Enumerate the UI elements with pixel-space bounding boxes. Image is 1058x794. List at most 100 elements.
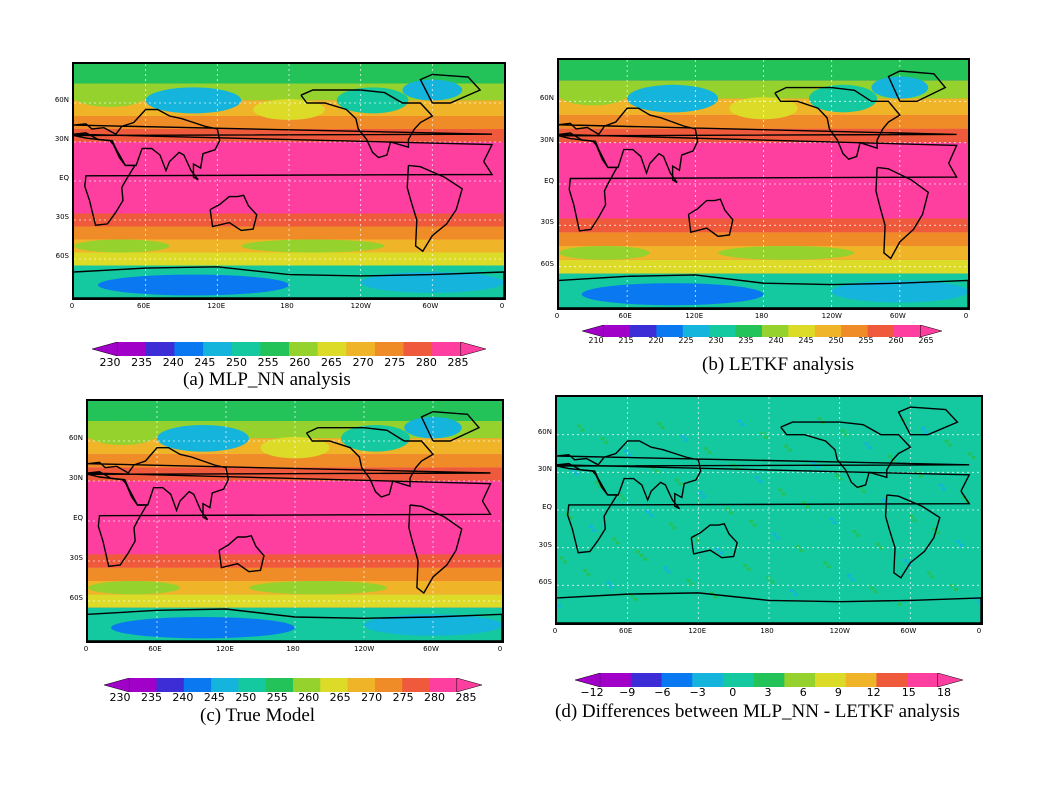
colorbar-tick-label: 230 xyxy=(708,336,724,345)
difference-cell xyxy=(920,427,925,431)
difference-cell xyxy=(778,488,783,492)
difference-cell xyxy=(598,484,603,488)
difference-cell xyxy=(850,577,855,581)
difference-cell xyxy=(574,472,579,476)
difference-cell xyxy=(793,592,798,596)
colorbar-swatch xyxy=(630,325,657,337)
colorbar-swatch xyxy=(432,342,462,356)
lat-label: EQ xyxy=(544,177,554,185)
colorbar-swatch xyxy=(156,678,185,692)
difference-cell xyxy=(737,419,742,423)
colorbar-swatch xyxy=(876,673,908,687)
difference-cell xyxy=(826,565,831,569)
colorbar-swatch xyxy=(174,342,204,356)
lat-label: EQ xyxy=(73,514,83,522)
lon-label: 60E xyxy=(136,302,151,310)
difference-cell xyxy=(856,533,861,537)
difference-cell xyxy=(760,432,765,436)
difference-cell xyxy=(571,468,576,472)
colorbar-swatch xyxy=(753,673,785,687)
difference-cell xyxy=(582,569,587,573)
difference-cell xyxy=(781,492,786,496)
lon-label: 180 xyxy=(280,302,294,310)
difference-cell xyxy=(858,486,863,490)
difference-cell xyxy=(770,580,775,584)
coastline-1 xyxy=(557,462,971,554)
coastline-0 xyxy=(74,108,493,181)
difference-cell xyxy=(811,461,816,465)
difference-cell xyxy=(909,515,914,519)
colorbar-swatch xyxy=(907,673,939,687)
difference-cell xyxy=(796,545,801,549)
difference-cell xyxy=(772,532,777,536)
caption-b: (b) LETKF analysis xyxy=(702,354,854,375)
colorbar-swatch xyxy=(722,673,755,687)
difference-cell xyxy=(716,547,720,551)
lon-label: 180 xyxy=(286,645,300,653)
temperature-anomaly-patch xyxy=(241,239,385,253)
difference-cell xyxy=(728,511,733,515)
lon-label: 0 xyxy=(976,627,982,635)
difference-cell xyxy=(787,448,792,452)
colorbar-tick-label: 265 xyxy=(320,356,342,369)
difference-cell xyxy=(962,496,967,500)
difference-cell xyxy=(832,521,837,525)
difference-cell xyxy=(740,423,745,427)
lon-label: 60W xyxy=(900,627,917,635)
difference-cell xyxy=(588,525,593,529)
colorbar-left-arrow xyxy=(581,324,604,338)
coastline-5 xyxy=(897,406,959,436)
colorbar-swatch xyxy=(347,678,376,692)
difference-cell xyxy=(657,422,662,426)
difference-cell xyxy=(926,571,931,575)
colorbar-tick-label: 275 xyxy=(392,691,414,704)
colorbar-tick-label: 260 xyxy=(888,336,904,345)
coastline-4 xyxy=(408,504,463,595)
difference-cell xyxy=(752,523,757,527)
lon-label: 60E xyxy=(618,312,632,320)
difference-cell xyxy=(660,425,665,429)
colorbar-swatch xyxy=(603,325,631,337)
colorbar-tick-label: 235 xyxy=(738,336,754,345)
colorbar-tick-label: 6 xyxy=(799,686,807,699)
difference-cell xyxy=(790,589,795,593)
difference-cell xyxy=(936,531,941,535)
difference-cell xyxy=(559,556,564,560)
difference-cell xyxy=(748,520,753,524)
lon-label: 120E xyxy=(688,627,707,635)
colorbar-tick-label: 240 xyxy=(768,336,784,345)
difference-cell xyxy=(654,469,659,473)
colorbar-tick-label: 260 xyxy=(289,356,311,369)
colorbar-tick-label: 3 xyxy=(764,686,772,699)
colorbar-swatch xyxy=(762,325,789,337)
colorbar-swatch xyxy=(845,673,877,687)
lon-label: 120E xyxy=(216,645,234,653)
colorbar-right-arrow xyxy=(456,677,483,693)
lat-label: 30N xyxy=(537,465,552,474)
lon-label: 60E xyxy=(148,645,162,653)
lat-label: 30N xyxy=(539,135,554,144)
colorbar-swatch xyxy=(265,678,294,692)
colorbar-swatch xyxy=(814,325,842,337)
coastline-3 xyxy=(780,421,912,489)
colorbar-tick-label: 12 xyxy=(866,686,881,699)
colorbar-c xyxy=(103,677,483,697)
coastline-6 xyxy=(559,274,968,308)
difference-cell xyxy=(668,522,673,526)
colorbar-tick-label: 240 xyxy=(172,691,194,704)
difference-cell xyxy=(876,542,881,546)
difference-cell xyxy=(882,498,887,502)
difference-cell xyxy=(627,453,632,457)
colorbar-tick-label: 280 xyxy=(424,691,446,704)
colorbar-swatch xyxy=(429,678,458,692)
temperature-band xyxy=(74,226,504,240)
coastline-1 xyxy=(88,470,492,568)
difference-cell xyxy=(695,538,700,542)
colorbar-tick-label: −3 xyxy=(689,686,706,699)
colorbar-tick-label: 250 xyxy=(226,356,248,369)
coastline-2 xyxy=(687,198,734,238)
difference-cell xyxy=(562,560,567,564)
caption-d: (d) Differences between MLP_NN - LETKF a… xyxy=(555,701,960,722)
temperature-anomaly-patch xyxy=(97,274,289,296)
difference-cell xyxy=(698,491,703,495)
